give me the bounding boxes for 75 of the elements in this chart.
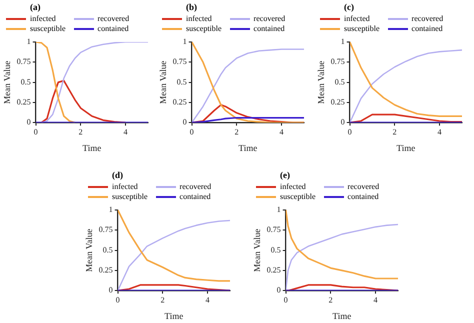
legend-label: susceptible xyxy=(186,24,222,33)
legend-label: contained xyxy=(98,24,129,33)
legend-label: contained xyxy=(180,192,211,201)
y-tick-label: 0.5 xyxy=(20,77,31,86)
x-axis-title: Time xyxy=(238,142,258,153)
y-tick-label: 1 xyxy=(340,37,345,46)
y-axis-title: Mean Value xyxy=(252,228,262,272)
x-tick-label: 4 xyxy=(374,295,378,304)
legend-label: contained xyxy=(254,24,285,33)
y-tick-label: 0.5 xyxy=(102,245,113,254)
chart-title: (e) xyxy=(280,170,290,180)
x-tick-label: 2 xyxy=(160,295,165,304)
y-tick-label: 0 xyxy=(182,118,187,127)
legend-label: recovered xyxy=(412,14,444,23)
legend-label: contained xyxy=(412,24,443,33)
x-axis-title: Time xyxy=(164,310,184,321)
x-tick-label: 0 xyxy=(284,295,288,304)
y-tick-label: 1 xyxy=(26,37,31,46)
x-tick-label: 2 xyxy=(328,295,333,304)
x-tick-label: 2 xyxy=(392,127,397,136)
y-tick-label: 0 xyxy=(276,286,281,295)
legend-label: contained xyxy=(348,192,379,201)
y-axis-title: Mean Value xyxy=(84,228,94,272)
y-tick-label: 0.75 xyxy=(172,57,187,66)
y-tick-label: 0.75 xyxy=(266,225,281,234)
x-tick-label: 0 xyxy=(116,295,120,304)
y-tick-label: 0.25 xyxy=(330,98,345,107)
legend-label: infected xyxy=(280,182,306,191)
x-tick-label: 4 xyxy=(438,127,442,136)
y-tick-label: 0.5 xyxy=(334,77,345,86)
y-tick-label: 0.25 xyxy=(266,266,281,275)
chart-title: (d) xyxy=(112,170,123,180)
legend-label: recovered xyxy=(254,14,286,23)
x-axis-title: Time xyxy=(82,142,102,153)
legend-label: susceptible xyxy=(344,24,380,33)
legend-label: susceptible xyxy=(112,192,148,201)
y-tick-label: 0.25 xyxy=(16,98,31,107)
x-tick-label: 0 xyxy=(348,127,352,136)
y-tick-label: 0.75 xyxy=(330,57,345,66)
legend-label: infected xyxy=(30,14,56,23)
x-tick-label: 4 xyxy=(124,127,128,136)
y-tick-label: 0.5 xyxy=(176,77,187,86)
y-axis-title: Mean Value xyxy=(316,60,326,104)
y-tick-label: 0.75 xyxy=(98,225,113,234)
y-axis-title: Mean Value xyxy=(158,60,168,104)
x-tick-label: 0 xyxy=(34,127,38,136)
y-tick-label: 0.75 xyxy=(16,57,31,66)
y-tick-label: 0 xyxy=(108,286,113,295)
y-tick-label: 0.25 xyxy=(98,266,113,275)
chart-title: (a) xyxy=(30,2,40,12)
legend-label: infected xyxy=(112,182,138,191)
x-axis-title: Time xyxy=(396,142,416,153)
y-tick-label: 0.25 xyxy=(172,98,187,107)
y-tick-label: 0.5 xyxy=(270,245,281,254)
x-axis-title: Time xyxy=(332,310,352,321)
legend-label: infected xyxy=(344,14,370,23)
y-tick-label: 0 xyxy=(26,118,31,127)
x-tick-label: 4 xyxy=(206,295,210,304)
legend-label: recovered xyxy=(98,14,130,23)
y-tick-label: 0 xyxy=(340,118,345,127)
legend-label: recovered xyxy=(348,182,380,191)
y-axis-title: Mean Value xyxy=(2,60,12,104)
legend-label: recovered xyxy=(180,182,212,191)
x-tick-label: 4 xyxy=(280,127,284,136)
legend-label: susceptible xyxy=(30,24,66,33)
y-tick-label: 1 xyxy=(182,37,187,46)
chart-title: (b) xyxy=(186,2,197,12)
legend-label: infected xyxy=(186,14,212,23)
legend-label: susceptible xyxy=(280,192,316,201)
x-tick-label: 2 xyxy=(234,127,239,136)
y-tick-label: 1 xyxy=(108,205,113,214)
x-tick-label: 0 xyxy=(190,127,194,136)
y-tick-label: 1 xyxy=(276,205,281,214)
x-tick-label: 2 xyxy=(78,127,83,136)
chart-title: (c) xyxy=(344,2,354,12)
